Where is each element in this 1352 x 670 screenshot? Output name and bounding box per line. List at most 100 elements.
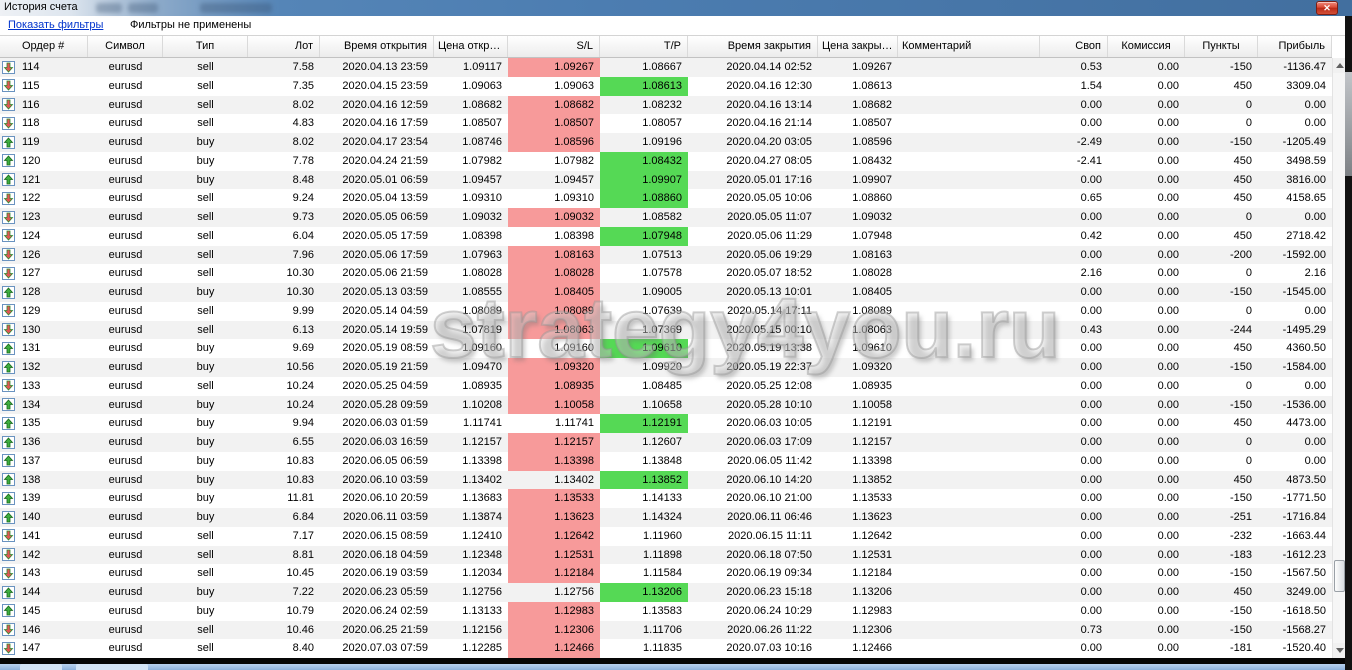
buy-order-icon xyxy=(0,583,18,602)
cell-type: buy xyxy=(196,154,215,167)
cell-symbol: eurusd xyxy=(108,323,143,336)
column-header-commission[interactable]: Комиссия xyxy=(1108,36,1185,57)
table-row[interactable]: 129 eurusd sell 9.99 2020.05.14 04:59 1.08089… xyxy=(0,301,1332,321)
table-row[interactable]: 115 eurusd sell 7.35 2020.04.15 23:59 1.09063… xyxy=(0,76,1332,96)
table-row[interactable]: 114 eurusd sell 7.58 2020.04.13 23:59 1.09117… xyxy=(0,58,1332,77)
cell-close-price: 1.09032 xyxy=(852,211,892,223)
table-row[interactable]: 147 eurusd sell 8.40 2020.07.03 07:59 1.12285… xyxy=(0,639,1332,658)
cell-order: 123 xyxy=(22,211,41,223)
column-header-points[interactable]: Пункты xyxy=(1185,36,1258,57)
cell-commission: 0.00 xyxy=(1157,323,1179,336)
table-row[interactable]: 141 eurusd sell 7.17 2020.06.15 08:59 1.12410… xyxy=(0,526,1332,546)
scroll-up-icon[interactable] xyxy=(1333,58,1346,73)
table-row[interactable]: 144 eurusd buy 7.22 2020.06.23 05:59 1.12756 1… xyxy=(0,583,1332,602)
table-row[interactable]: 136 eurusd buy 6.55 2020.06.03 16:59 1.12157 1… xyxy=(0,433,1332,452)
cell-points: 450 xyxy=(1233,173,1252,186)
column-header-profit[interactable]: Прибыль xyxy=(1258,36,1332,57)
column-header-open-time[interactable]: Время открытия xyxy=(320,36,434,57)
table-row[interactable]: 116 eurusd sell 8.02 2020.04.16 12:59 1.08682… xyxy=(0,95,1332,115)
cell-close-price: 1.09907 xyxy=(852,173,892,186)
cell-symbol: eurusd xyxy=(108,548,143,561)
cell-type: sell xyxy=(197,248,214,261)
cell-type: buy xyxy=(196,398,215,411)
close-icon[interactable]: ✕ xyxy=(1316,1,1338,15)
table-row[interactable]: 128 eurusd buy 10.30 2020.05.13 03:59 1.08555… xyxy=(0,283,1332,302)
cell-order: 143 xyxy=(22,567,41,580)
scrollbar-thumb[interactable] xyxy=(1334,560,1345,592)
table-row[interactable]: 145 eurusd buy 10.79 2020.06.24 02:59 1.13133… xyxy=(0,601,1332,621)
column-header-type[interactable]: Тип xyxy=(163,36,248,57)
cell-order: 142 xyxy=(22,548,41,561)
table-row[interactable]: 130 eurusd sell 6.13 2020.05.14 19:59 1.07819… xyxy=(0,320,1332,340)
table-row[interactable]: 133 eurusd sell 10.24 2020.05.25 04:59 1.0893… xyxy=(0,376,1332,396)
cell-lot: 9.99 xyxy=(292,304,314,317)
cell-points: -150 xyxy=(1229,361,1252,373)
table-row[interactable]: 122 eurusd sell 9.24 2020.05.04 13:59 1.09310… xyxy=(0,189,1332,208)
sell-order-icon xyxy=(0,546,18,565)
cell-close-price: 1.13398 xyxy=(852,454,892,467)
cell-comment xyxy=(898,433,1040,452)
table-row[interactable]: 143 eurusd sell 10.45 2020.06.19 03:59 1.1203… xyxy=(0,564,1332,583)
table-row[interactable]: 127 eurusd sell 10.30 2020.05.06 21:59 1.0802… xyxy=(0,264,1332,283)
cell-close-time: 2020.05.15 00:10 xyxy=(726,323,812,336)
table-row[interactable]: 135 eurusd buy 9.94 2020.06.03 01:59 1.11741 1… xyxy=(0,414,1332,433)
column-header-sl[interactable]: S/L xyxy=(508,36,600,57)
cell-close-price: 1.10058 xyxy=(852,398,892,411)
buy-order-icon xyxy=(0,414,18,433)
column-header-lot[interactable]: Лот xyxy=(248,36,320,57)
table-row[interactable]: 134 eurusd buy 10.24 2020.05.28 09:59 1.10208… xyxy=(0,395,1332,415)
table-row[interactable]: 146 eurusd sell 10.46 2020.06.25 21:59 1.1215… xyxy=(0,620,1332,640)
cell-commission: 0.00 xyxy=(1157,623,1179,636)
cell-tp: 1.12191 xyxy=(600,414,688,433)
column-header-tp[interactable]: T/P xyxy=(600,36,688,57)
cell-sl: 1.13533 xyxy=(508,489,600,508)
cell-type: buy xyxy=(196,473,215,486)
window-right-frame xyxy=(1345,16,1352,670)
table-row[interactable]: 126 eurusd sell 7.96 2020.05.06 17:59 1.07963… xyxy=(0,245,1332,265)
table-row[interactable]: 121 eurusd buy 8.48 2020.05.01 06:59 1.09457 1… xyxy=(0,170,1332,190)
cell-commission: 0.00 xyxy=(1157,642,1179,655)
table-row[interactable]: 118 eurusd sell 4.83 2020.04.16 17:59 1.08507… xyxy=(0,114,1332,133)
table-row[interactable]: 137 eurusd buy 10.83 2020.06.05 06:59 1.13398… xyxy=(0,451,1332,471)
table-row[interactable]: 138 eurusd buy 10.83 2020.06.10 03:59 1.13402… xyxy=(0,470,1332,490)
cell-swap: 0.00 xyxy=(1080,454,1102,467)
cell-symbol: eurusd xyxy=(108,586,143,598)
cell-points: -251 xyxy=(1229,511,1252,523)
table-row[interactable]: 139 eurusd buy 11.81 2020.06.10 20:59 1.13683… xyxy=(0,489,1332,508)
column-header-swap[interactable]: Своп xyxy=(1040,36,1108,57)
table-row[interactable]: 131 eurusd buy 9.69 2020.05.19 08:59 1.09160 1… xyxy=(0,339,1332,358)
cell-lot: 4.83 xyxy=(292,117,314,130)
column-header-comment[interactable]: Комментарий xyxy=(898,36,1040,57)
cell-swap: 0.00 xyxy=(1080,342,1102,355)
cell-profit: -1567.50 xyxy=(1282,567,1326,580)
sell-order-icon xyxy=(0,321,18,340)
cell-swap: -2.41 xyxy=(1076,154,1102,167)
table-row[interactable]: 124 eurusd sell 6.04 2020.05.05 17:59 1.08398… xyxy=(0,226,1332,246)
table-row[interactable]: 119 eurusd buy 8.02 2020.04.17 23:54 1.08746 1… xyxy=(0,133,1332,152)
cell-commission: 0.00 xyxy=(1157,436,1179,448)
table-row[interactable]: 120 eurusd buy 7.78 2020.04.24 21:59 1.07982 1… xyxy=(0,151,1332,171)
table-row[interactable]: 123 eurusd sell 9.73 2020.05.05 06:59 1.09032… xyxy=(0,208,1332,227)
cell-close-time: 2020.06.11 06:46 xyxy=(727,511,812,523)
cell-points: 0 xyxy=(1245,211,1252,223)
table-row[interactable]: 140 eurusd buy 6.84 2020.06.11 03:59 1.13874 1… xyxy=(0,508,1332,527)
column-header-close-price[interactable]: Цена закры… xyxy=(818,36,898,57)
column-header-close-time[interactable]: Время закрытия xyxy=(688,36,818,57)
cell-points: -150 xyxy=(1229,623,1252,636)
table-row[interactable]: 132 eurusd buy 10.56 2020.05.19 21:59 1.09470… xyxy=(0,358,1332,377)
cell-profit: 3816.00 xyxy=(1286,173,1326,186)
vertical-scrollbar[interactable] xyxy=(1332,58,1346,658)
cell-tp: 1.11584 xyxy=(643,567,682,580)
column-header-order[interactable]: Ордер # xyxy=(0,36,88,57)
table-row[interactable]: 142 eurusd sell 8.81 2020.06.18 04:59 1.12348… xyxy=(0,545,1332,565)
cell-open-time: 2020.04.16 17:59 xyxy=(342,117,428,130)
cell-type: sell xyxy=(197,529,214,542)
column-header-open-price[interactable]: Цена откр… xyxy=(434,36,508,57)
cell-open-price: 1.08682 xyxy=(462,98,502,111)
column-header-symbol[interactable]: Символ xyxy=(88,36,163,57)
show-filters-link[interactable]: Показать фильтры xyxy=(8,19,104,31)
cell-open-time: 2020.06.23 05:59 xyxy=(342,586,428,598)
cell-open-time: 2020.04.16 12:59 xyxy=(342,98,428,111)
cell-points: -150 xyxy=(1229,492,1252,505)
scroll-down-icon[interactable] xyxy=(1333,643,1346,658)
